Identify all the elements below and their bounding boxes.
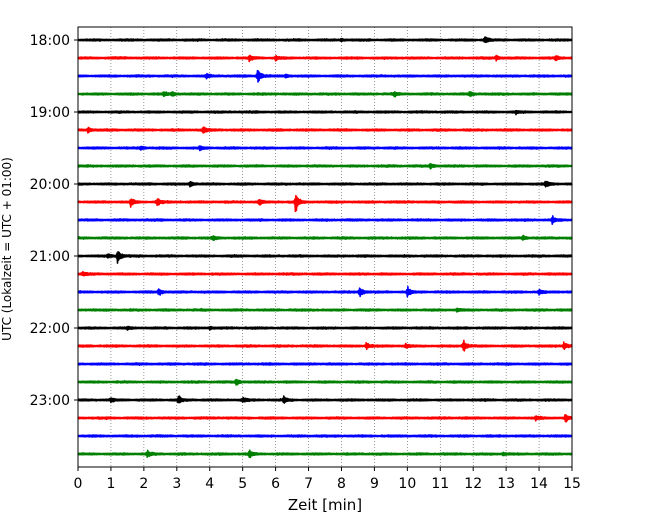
trace-line xyxy=(77,163,573,170)
x-axis-ticks: 0 1 2 3 4 5 6 7 8 9 10 11 12 13 14 15 xyxy=(74,467,581,492)
x-tick-label: 13 xyxy=(497,476,515,492)
x-tick-label: 8 xyxy=(337,476,346,492)
x-tick-label: 11 xyxy=(431,476,449,492)
y-axis-label: UTC (Lokalzeit = UTC + 01:00) xyxy=(0,157,14,341)
trace-line xyxy=(77,126,573,134)
y-tick-label: 20:00 xyxy=(30,177,70,193)
trace-line xyxy=(77,215,573,225)
trace-line xyxy=(77,378,573,386)
x-tick-label: 9 xyxy=(370,476,379,492)
trace-line xyxy=(77,109,573,116)
trace-line xyxy=(77,145,573,152)
y-tick-label: 21:00 xyxy=(30,249,70,265)
trace-line xyxy=(77,90,573,98)
y-tick-label: 18:00 xyxy=(30,33,70,49)
trace-group xyxy=(77,36,573,459)
trace-line xyxy=(77,285,573,298)
grid-lines xyxy=(110,27,540,467)
trace-line xyxy=(77,36,573,44)
trace-line xyxy=(77,234,573,241)
trace-line xyxy=(77,180,573,188)
y-tick-label: 23:00 xyxy=(30,393,70,409)
trace-line xyxy=(77,325,573,331)
y-tick-label: 19:00 xyxy=(30,105,70,121)
trace-line xyxy=(77,54,573,63)
x-tick-label: 12 xyxy=(464,476,482,492)
trace-line xyxy=(77,395,573,404)
trace-line xyxy=(77,339,573,352)
x-tick-label: 7 xyxy=(304,476,313,492)
x-tick-label: 10 xyxy=(398,476,416,492)
x-tick-label: 4 xyxy=(205,476,214,492)
trace-line xyxy=(77,434,573,438)
trace-line xyxy=(77,307,573,313)
x-tick-label: 6 xyxy=(271,476,280,492)
plot-frame xyxy=(77,26,573,468)
trace-line xyxy=(77,449,573,459)
x-tick-label: 2 xyxy=(139,476,148,492)
x-axis-label: Zeit [min] xyxy=(288,496,362,514)
x-tick-label: 3 xyxy=(172,476,181,492)
y-tick-label: 22:00 xyxy=(30,321,70,337)
trace-line xyxy=(77,362,573,366)
trace-line xyxy=(77,69,573,83)
x-tick-label: 15 xyxy=(563,476,581,492)
trace-line xyxy=(77,414,573,423)
x-tick-label: 14 xyxy=(530,476,548,492)
x-tick-label: 1 xyxy=(106,476,115,492)
trace-line xyxy=(77,194,573,213)
trace-line xyxy=(77,270,573,277)
x-tick-label: 0 xyxy=(74,476,83,492)
y-axis-ticks: 18:00 19:00 20:00 21:00 22:00 23:00 xyxy=(30,33,78,409)
trace-line xyxy=(77,251,573,264)
x-tick-label: 5 xyxy=(238,476,247,492)
